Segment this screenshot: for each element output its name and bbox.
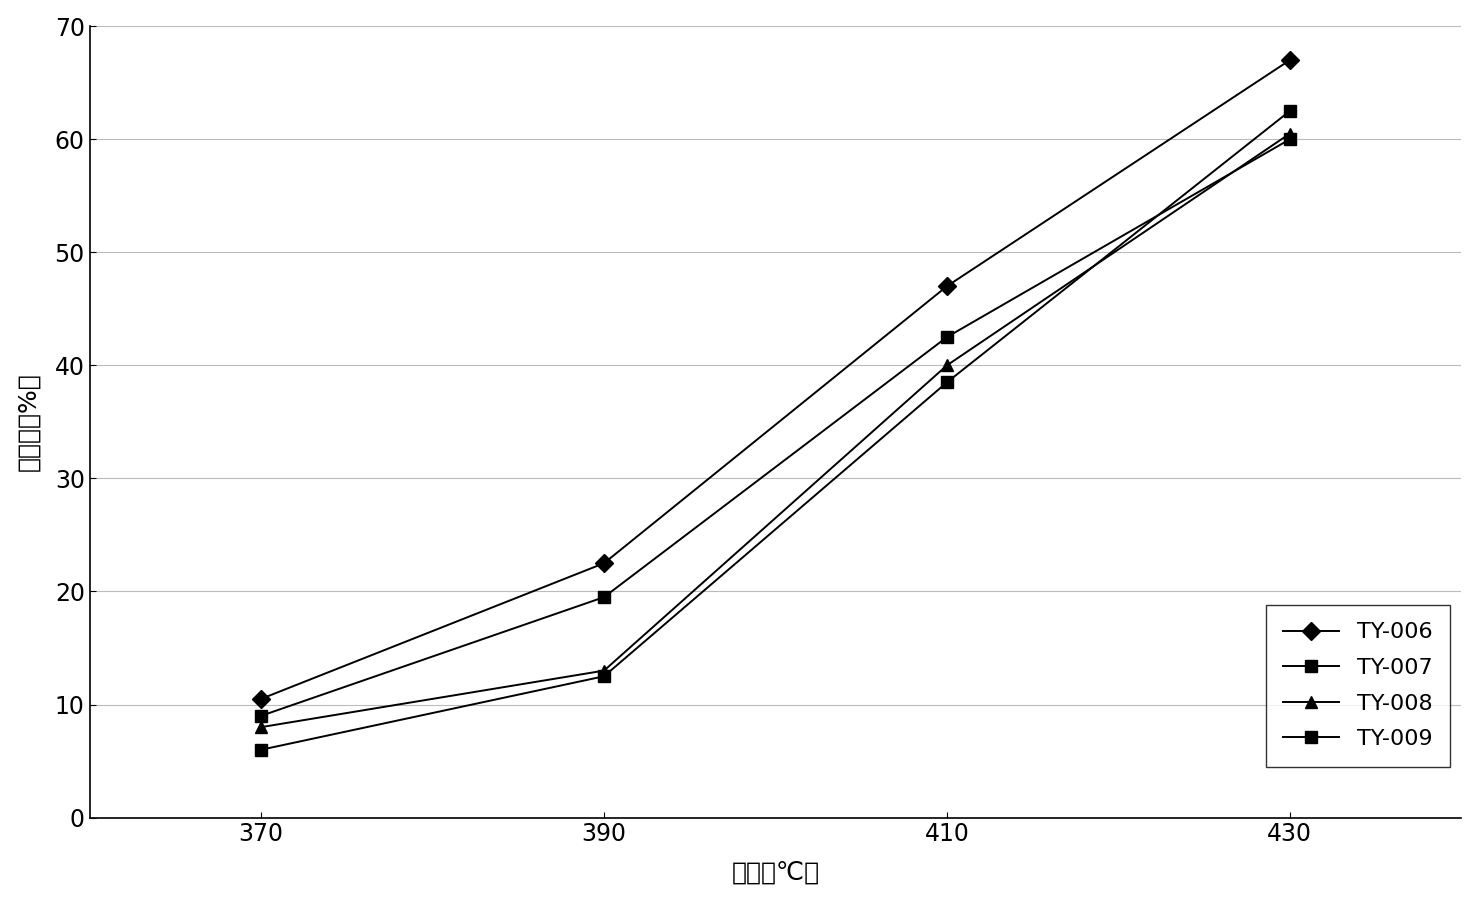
TY-007 — [939, 332, 956, 342]
Line: TY-007: TY-007 — [254, 133, 1296, 722]
TY-007 — [1281, 134, 1299, 145]
Line: TY-008: TY-008 — [254, 127, 1296, 733]
TY-006 — [253, 694, 270, 705]
TY-009 — [1281, 105, 1299, 116]
TY-009 — [253, 744, 270, 755]
TY-006 — [596, 558, 613, 569]
TY-008 — [1281, 128, 1299, 139]
Legend: TY-006, TY-007, TY-008, TY-009: TY-006, TY-007, TY-008, TY-009 — [1265, 605, 1450, 767]
TY-008 — [253, 722, 270, 733]
TY-009 — [596, 671, 613, 682]
TY-006 — [1281, 55, 1299, 66]
Y-axis label: 转化率（%）: 转化率（%） — [16, 372, 41, 471]
TY-008 — [596, 665, 613, 676]
TY-007 — [253, 710, 270, 721]
TY-006 — [939, 281, 956, 292]
TY-008 — [939, 359, 956, 370]
Line: TY-006: TY-006 — [254, 54, 1296, 705]
X-axis label: 温度（℃）: 温度（℃） — [732, 860, 820, 885]
TY-009 — [939, 377, 956, 387]
Line: TY-009: TY-009 — [254, 105, 1296, 756]
TY-007 — [596, 592, 613, 603]
